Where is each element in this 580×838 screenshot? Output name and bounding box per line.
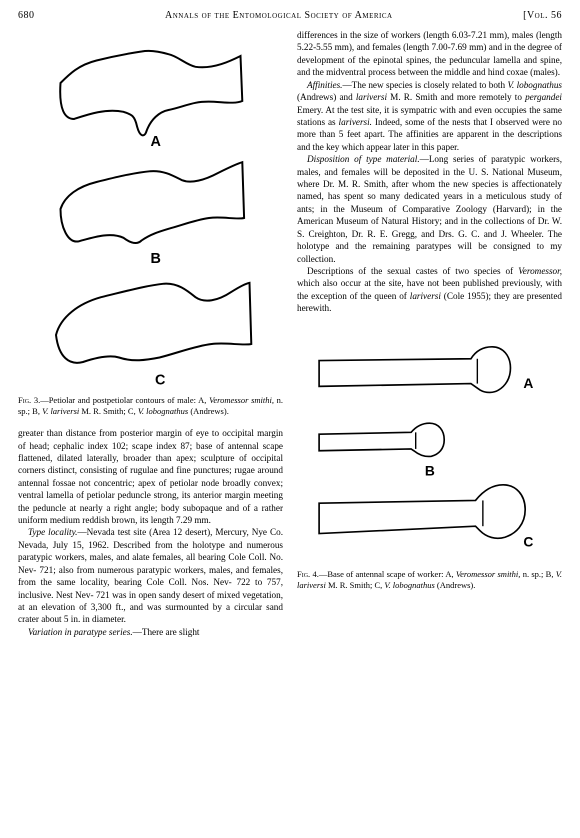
- r2a: —The new species is closely related to b…: [342, 80, 507, 90]
- figure-4-label-a: A: [523, 376, 533, 391]
- figure-3-label-b: B: [151, 251, 161, 267]
- fig4-lead: Fig. 4.: [297, 569, 319, 579]
- figure-3-shape-b: [61, 162, 245, 243]
- figure-3: A B C: [18, 29, 283, 389]
- right-para-2-lead: Affinities.: [307, 80, 342, 90]
- page-number: 680: [18, 10, 35, 21]
- figure-4-label-b: B: [425, 463, 435, 478]
- r4sp2: lariversi: [410, 291, 441, 301]
- right-para-1: differences in the size of workers (leng…: [297, 29, 562, 79]
- right-para-3: Disposition of type material.—Long serie…: [297, 153, 562, 265]
- left-para-2: Type locality.—Nevada test site (Area 12…: [18, 526, 283, 625]
- r4a: Descriptions of the sexual castes of two…: [307, 266, 518, 276]
- figure-3-label-c: C: [155, 373, 165, 389]
- r2b: (Andrews) and: [297, 92, 356, 102]
- fig4-sp-c-suf: (Andrews).: [435, 580, 476, 590]
- figure-3-caption: Fig. 3.—Petiolar and postpetiolar contou…: [18, 395, 283, 417]
- figure-4-svg: A B C: [297, 333, 562, 563]
- r2c: M. R. Smith and more remotely to: [387, 92, 525, 102]
- left-para-3-body: —There are slight: [133, 627, 200, 637]
- figure-4: A B C: [297, 333, 562, 563]
- volume-label: [Vol. 56: [523, 10, 562, 21]
- figure-3-svg: A B C: [18, 29, 283, 389]
- right-para-2: Affinities.—The new species is closely r…: [297, 79, 562, 154]
- right-para-4: Descriptions of the sexual castes of two…: [297, 265, 562, 315]
- left-para-2-body: —Nevada test site (Area 12 desert), Merc…: [18, 527, 283, 624]
- fig3-sp-a: Veromessor smithi,: [209, 395, 274, 405]
- figure-4-shape-c: [319, 485, 525, 539]
- r2sp1: V. lobognathus: [507, 80, 562, 90]
- figure-3-shape-a: [60, 51, 242, 136]
- right-para-3-body: —Long series of paratypic workers, males…: [297, 154, 562, 263]
- fig4-sp-b-suf: M. R. Smith; C,: [326, 580, 385, 590]
- left-column: A B C Fig. 3.—Petiolar and postpetiolar …: [18, 29, 283, 638]
- fig4-body: —Base of antennal scape of worker: A,: [319, 569, 456, 579]
- figure-4-label-c: C: [523, 534, 533, 549]
- right-para-3-lead: Disposition of type material.: [307, 154, 420, 164]
- r4sp1: Veromessor,: [518, 266, 562, 276]
- page-header: 680 Annals of the Entomological Society …: [18, 10, 562, 21]
- fig4-sp-c: V. lobognathus: [384, 580, 434, 590]
- r2sp2: lariversi: [356, 92, 387, 102]
- r2sp3: pergandei: [525, 92, 562, 102]
- right-column: differences in the size of workers (leng…: [297, 29, 562, 638]
- fig3-sp-b: V. lariversi: [42, 406, 79, 416]
- figure-4-caption: Fig. 4.—Base of antennal scape of worker…: [297, 569, 562, 591]
- fig4-sp-a-suf: n. sp.; B,: [520, 569, 555, 579]
- figure-4-shape-b: [319, 423, 444, 456]
- fig3-sp-c-suf: (Andrews).: [188, 406, 229, 416]
- left-para-3-lead: Variation in paratype series.: [28, 627, 133, 637]
- fig3-sp-c: V. lobognathus: [138, 406, 188, 416]
- fig3-lead: Fig. 3.: [18, 395, 40, 405]
- r2sp4: lariversi.: [339, 117, 372, 127]
- fig3-sp-b-suf: M. R. Smith; C,: [79, 406, 138, 416]
- two-column-layout: A B C Fig. 3.—Petiolar and postpetiolar …: [18, 29, 562, 638]
- figure-3-label-a: A: [151, 134, 162, 150]
- figure-3-shape-c: [56, 283, 251, 363]
- fig3-body: —Petiolar and postpetiolar contours of m…: [40, 395, 209, 405]
- journal-title: Annals of the Entomological Society of A…: [165, 10, 393, 21]
- left-para-2-lead: Type locality.: [28, 527, 77, 537]
- left-para-3: Variation in paratype series.—There are …: [18, 626, 283, 638]
- left-para-1: greater than distance from posterior mar…: [18, 427, 283, 526]
- figure-4-shape-a: [319, 347, 510, 393]
- fig4-sp-a: Veromessor smithi,: [456, 569, 521, 579]
